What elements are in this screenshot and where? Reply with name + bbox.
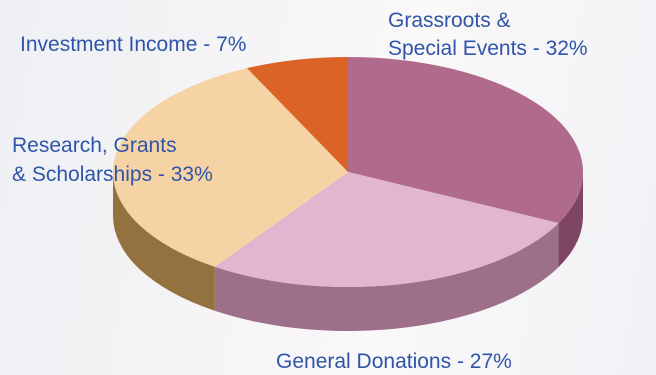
pie-slice-research-grants — [112, 68, 348, 267]
slice-label-investment-income: Investment Income - 7% — [20, 33, 246, 56]
pie-side-grassroots — [558, 172, 583, 268]
slice-label-grassroots-line-1: Grassroots & — [388, 9, 511, 32]
slice-label-general-donations: General Donations - 27% — [276, 350, 512, 373]
pie-side-research-grants — [113, 172, 215, 311]
slice-label-research-line-1: Research, Grants — [12, 134, 177, 157]
pie-slice-investment-income-7 — [246, 57, 348, 172]
pie-labels: Grassroots & Special Events - 32% Genera… — [12, 9, 588, 373]
pie-sides — [113, 172, 583, 331]
pie-slice-grassroots — [348, 57, 583, 224]
slice-label-research: Research, Grants & Scholarships - 33% — [12, 134, 213, 186]
slice-label-grassroots-line-2: Special Events - 32% — [388, 37, 588, 60]
slice-label-general-donations-line-1: General Donations - 27% — [276, 350, 512, 373]
slice-label-research-line-2: & Scholarships - 33% — [12, 163, 213, 186]
pie-tops — [112, 57, 583, 287]
slice-label-investment-income-line-1: Investment Income - 7% — [20, 33, 246, 56]
pie-side-general-donations-27 — [214, 223, 559, 331]
pie-slice-general-donations-27 — [214, 172, 559, 287]
slice-label-grassroots: Grassroots & Special Events - 32% — [388, 9, 588, 60]
